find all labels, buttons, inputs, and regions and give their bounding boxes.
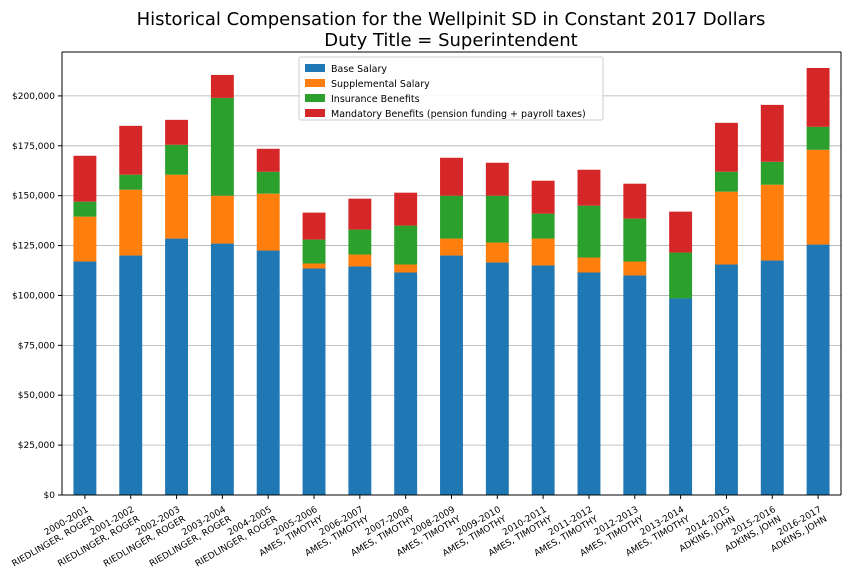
- y-tick-label-3: $75,000: [18, 341, 55, 351]
- bar-3-3: [165, 144, 189, 175]
- bar-4-16: [760, 104, 784, 162]
- bar-1-10: [485, 262, 509, 495]
- bar-3-9: [440, 195, 463, 239]
- bar-4-9: [440, 157, 463, 196]
- bar-1-17: [806, 244, 830, 495]
- bar-4-11: [531, 180, 555, 214]
- bar-2-3: [165, 174, 189, 239]
- bar-4-17: [806, 67, 830, 127]
- bar-1-12: [577, 272, 601, 495]
- y-tick-label-7: $175,000: [12, 142, 55, 152]
- bar-4-13: [623, 183, 647, 219]
- bar-2-16: [760, 184, 784, 261]
- bar-4-6: [302, 212, 326, 240]
- bar-3-17: [806, 126, 830, 150]
- bar-4-3: [165, 119, 189, 145]
- bar-4-2: [119, 125, 143, 175]
- y-tick-label-1: $25,000: [18, 441, 55, 451]
- bar-2-11: [531, 238, 555, 266]
- y-tick-label-4: $100,000: [12, 291, 55, 301]
- bar-2-7: [348, 254, 372, 267]
- legend-label-1: Base Salary: [331, 64, 387, 75]
- bar-1-7: [348, 266, 372, 495]
- legend: Base Salary Supplemental Salary Insurance …: [298, 56, 604, 121]
- legend-label-3: Insurance Benefits: [331, 94, 420, 105]
- bar-1-11: [531, 265, 555, 495]
- legend-label-4: Mandatory Benefits (pension funding + pa…: [331, 109, 586, 120]
- chart-title: Historical Compensation for the Wellpini…: [137, 9, 766, 30]
- bar-2-15: [714, 191, 738, 265]
- bar-3-5: [256, 171, 280, 194]
- bar-1-8: [394, 272, 418, 495]
- bar-3-8: [394, 225, 418, 265]
- legend-swatch-2: [305, 79, 325, 87]
- bar-2-1: [73, 216, 97, 262]
- legend-swatch-1: [305, 64, 325, 72]
- legend-box: [298, 56, 604, 121]
- bar-3-6: [302, 239, 326, 264]
- bar-2-10: [485, 242, 509, 263]
- y-tick-label-6: $150,000: [12, 192, 55, 202]
- bar-3-10: [485, 195, 509, 243]
- bar-2-9: [440, 238, 463, 256]
- bars: [73, 67, 830, 495]
- bar-4-12: [577, 169, 601, 206]
- bar-1-5: [256, 250, 280, 495]
- y-tick-label-8: $200,000: [12, 92, 55, 102]
- y-tick-label-2: $50,000: [18, 391, 55, 401]
- bar-3-16: [760, 161, 784, 185]
- bar-1-14: [669, 298, 693, 495]
- bar-1-13: [623, 275, 647, 495]
- bar-1-9: [440, 255, 463, 495]
- bar-3-13: [623, 218, 647, 262]
- bar-2-12: [577, 257, 601, 273]
- chart-subtitle: Duty Title = Superintendent: [324, 30, 577, 51]
- bar-4-15: [714, 122, 738, 172]
- bar-3-7: [348, 229, 372, 255]
- bar-3-15: [714, 171, 738, 192]
- bar-1-6: [302, 268, 326, 495]
- bar-2-13: [623, 261, 647, 276]
- bar-1-15: [714, 264, 738, 495]
- bar-1-4: [210, 243, 234, 495]
- bar-1-16: [760, 260, 784, 495]
- bar-3-4: [210, 97, 234, 196]
- bar-3-11: [531, 213, 555, 239]
- legend-label-2: Supplemental Salary: [331, 79, 430, 90]
- bar-4-4: [210, 74, 234, 98]
- bar-3-14: [669, 252, 693, 299]
- bar-3-1: [73, 201, 97, 217]
- bar-4-1: [73, 155, 97, 202]
- bar-1-2: [119, 255, 143, 495]
- bar-3-12: [577, 205, 601, 258]
- bar-2-6: [302, 263, 326, 269]
- legend-swatch-3: [305, 94, 325, 102]
- y-tick-label-5: $125,000: [12, 242, 55, 252]
- legend-swatch-4: [305, 109, 325, 117]
- bar-4-8: [394, 192, 418, 226]
- bar-1-1: [73, 261, 97, 495]
- bar-1-3: [165, 238, 189, 495]
- bar-4-14: [669, 211, 693, 253]
- bar-2-17: [806, 149, 830, 245]
- x-tick-label-1: 2000-2001RIEDLINGER, ROGER: [5, 505, 96, 570]
- bar-4-5: [256, 148, 280, 172]
- bar-3-2: [119, 174, 143, 190]
- y-tick-label-0: $0: [44, 491, 56, 501]
- bar-4-10: [485, 162, 509, 196]
- bar-2-5: [256, 193, 280, 251]
- bar-2-4: [210, 195, 234, 244]
- bar-2-2: [119, 189, 143, 256]
- bar-4-7: [348, 198, 372, 230]
- bar-2-8: [394, 264, 418, 273]
